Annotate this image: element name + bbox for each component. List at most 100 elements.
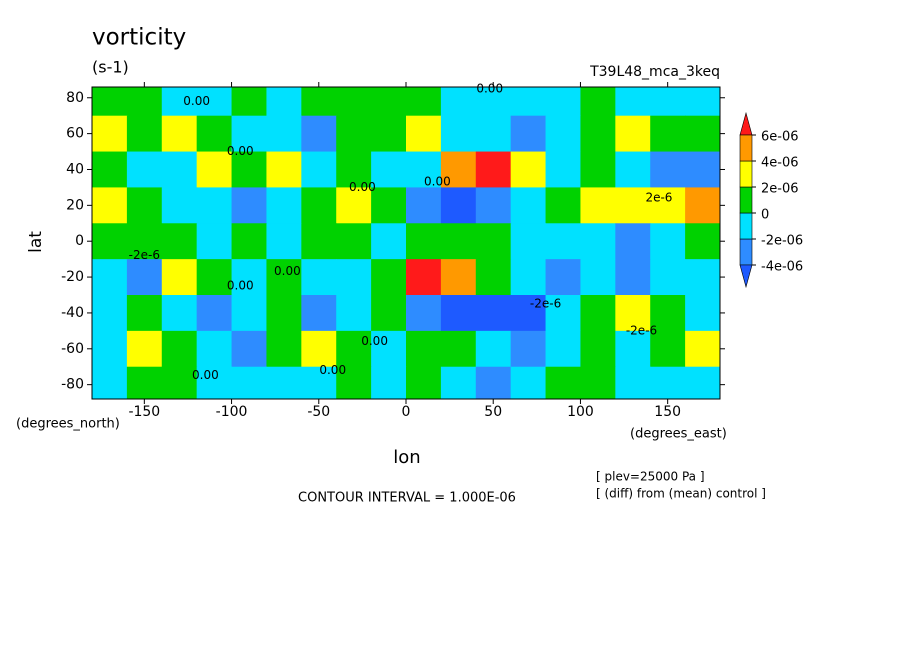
field-cell	[301, 259, 337, 296]
field-cell	[545, 151, 581, 188]
field-cell	[650, 295, 686, 332]
field-cell	[580, 259, 616, 296]
field-cell	[92, 87, 128, 117]
field-cell	[266, 115, 302, 153]
field-cell	[126, 151, 163, 188]
field-cell	[92, 366, 128, 399]
y-units: (degrees_north)	[16, 417, 120, 432]
field-cell	[196, 87, 233, 117]
field-cell	[580, 151, 616, 188]
contour-label: 2e-6	[645, 191, 672, 205]
field-cell	[92, 295, 128, 332]
x-tick-label: -50	[307, 404, 330, 420]
field-cell	[580, 366, 616, 399]
field-cell	[685, 366, 720, 399]
field-cell	[406, 115, 442, 153]
field-cell	[301, 223, 337, 260]
field-cell	[161, 223, 198, 260]
field-cell	[336, 151, 372, 188]
field-cell	[301, 187, 337, 224]
contour-label: 0.00	[319, 363, 346, 377]
field-cell	[510, 87, 547, 117]
field-cell	[371, 330, 407, 368]
contour-label: 0.00	[192, 368, 219, 382]
field-cell	[475, 87, 512, 117]
y-tick-label: 60	[66, 126, 84, 142]
colorbar-label: -2e-06	[761, 234, 803, 249]
field-cell	[126, 295, 163, 332]
field-cell	[371, 115, 407, 153]
field-cell	[231, 223, 267, 260]
field-cell	[685, 259, 720, 296]
field-cell	[161, 151, 198, 188]
field-cell	[545, 259, 581, 296]
field-cell	[510, 223, 547, 260]
field-cell	[510, 259, 547, 296]
field-cell	[615, 330, 651, 368]
field-cell	[510, 330, 547, 368]
field-cell	[685, 115, 720, 153]
field-cell	[510, 295, 547, 332]
contour-label: -2e-6	[129, 248, 160, 262]
field-cell	[685, 330, 720, 368]
field-cell	[406, 187, 442, 224]
field-cell	[336, 87, 372, 117]
field-cell	[440, 115, 477, 153]
field-cell	[92, 187, 128, 224]
field-cell	[685, 151, 720, 188]
field-cell	[545, 366, 581, 399]
field-cell	[406, 87, 442, 117]
contour-label: -2e-6	[530, 296, 561, 310]
contour-label: 0.00	[424, 175, 451, 189]
field-cell	[510, 187, 547, 224]
y-tick-label: 40	[66, 161, 84, 177]
field-cell	[615, 366, 651, 399]
field-cell	[92, 330, 128, 368]
field-cell	[161, 330, 198, 368]
y-tick-label: -80	[61, 377, 84, 393]
field-cell	[266, 366, 302, 399]
field-cell	[336, 330, 372, 368]
field-cell	[685, 295, 720, 332]
field-cell	[231, 187, 267, 224]
field-cell	[685, 187, 720, 224]
y-tick-label: 0	[75, 233, 84, 249]
x-tick-label: 100	[567, 404, 594, 420]
field-cell	[545, 87, 581, 117]
contour-label: 0.00	[476, 81, 503, 95]
field-cell	[580, 87, 616, 117]
colorbar-label: -4e-06	[761, 260, 803, 275]
dataset: T39L48_mca_3keq	[589, 64, 720, 80]
colorbar-label: 4e-06	[761, 156, 799, 171]
field-cell	[231, 295, 267, 332]
field-cell	[336, 223, 372, 260]
field-cell	[545, 115, 581, 153]
field-cell	[615, 115, 651, 153]
field-cell	[475, 115, 512, 153]
contour-label: 0.00	[227, 144, 254, 158]
contour-label: 0.00	[183, 94, 210, 108]
field-cell	[440, 87, 477, 117]
field-cell	[196, 259, 233, 296]
field-cell	[126, 187, 163, 224]
field-cell	[440, 151, 477, 188]
field-cell	[161, 295, 198, 332]
field-cell	[231, 366, 267, 399]
field-cell	[231, 87, 267, 117]
field-cell	[510, 151, 547, 188]
chart-title: vorticity	[92, 25, 186, 51]
y-tick-label: 80	[66, 90, 84, 106]
field-cell	[475, 366, 512, 399]
field-cell	[196, 187, 233, 224]
footer: CONTOUR INTERVAL = 1.000E-06	[298, 491, 516, 506]
field-cell	[650, 115, 686, 153]
field-cell	[545, 187, 581, 224]
field-cell	[580, 330, 616, 368]
field-cell	[406, 151, 442, 188]
field-cell	[440, 187, 477, 224]
colorbar-label: 2e-06	[761, 182, 799, 197]
colorbar-segment	[739, 212, 753, 240]
field-cell	[231, 259, 267, 296]
contour-label: -2e-6	[626, 323, 657, 337]
